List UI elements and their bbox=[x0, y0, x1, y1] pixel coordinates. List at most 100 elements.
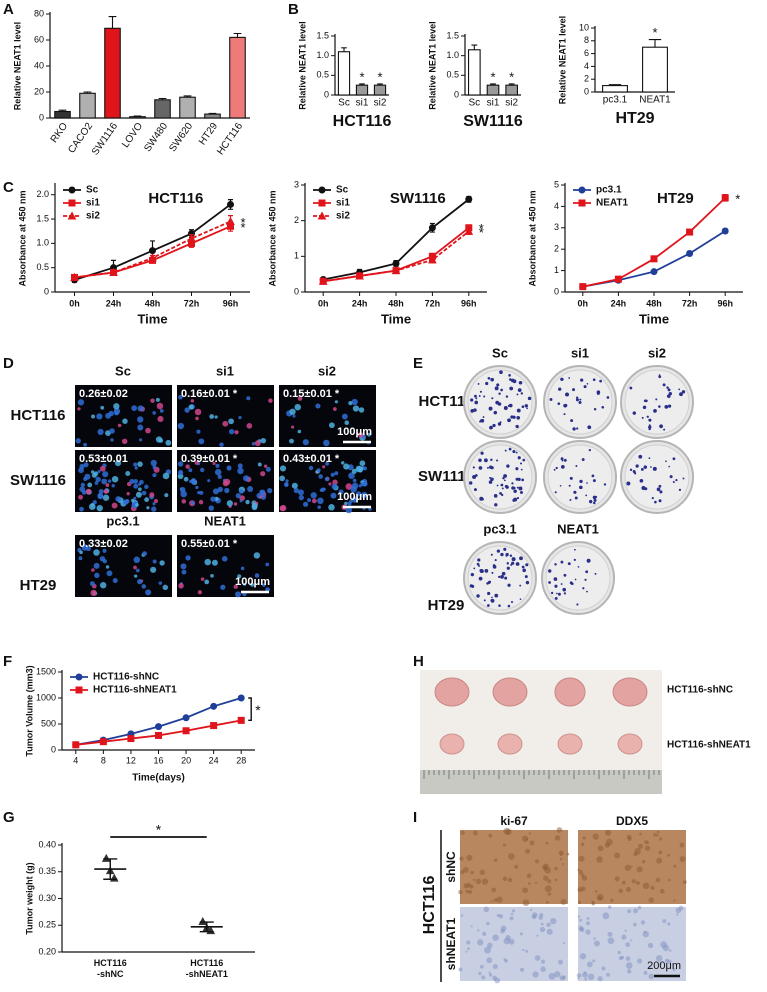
colony bbox=[567, 562, 571, 566]
colony bbox=[472, 466, 475, 469]
cell-nucleus bbox=[137, 405, 144, 412]
colony bbox=[678, 388, 681, 391]
marker bbox=[182, 714, 190, 722]
cell-nucleus bbox=[79, 506, 84, 512]
tissue-texture bbox=[673, 899, 676, 902]
colony bbox=[489, 425, 493, 430]
colony bbox=[569, 476, 573, 480]
colony bbox=[663, 428, 666, 431]
tissue-texture bbox=[475, 878, 482, 885]
x-axis-label: Time bbox=[137, 311, 167, 326]
cell-nucleus bbox=[204, 579, 210, 585]
cell-nucleus bbox=[348, 472, 355, 479]
colony bbox=[490, 477, 494, 481]
cell-nucleus bbox=[250, 582, 255, 587]
x-tick-label: 24h bbox=[106, 298, 122, 308]
tissue-texture bbox=[668, 949, 672, 952]
colony bbox=[586, 382, 589, 385]
colony bbox=[479, 419, 482, 422]
colony bbox=[650, 466, 652, 468]
tissue-texture bbox=[604, 842, 610, 848]
y-tick-label: 0.5 bbox=[316, 70, 329, 80]
y-tick-label: 0.30 bbox=[38, 893, 56, 903]
y-tick-label: 0 bbox=[294, 286, 299, 296]
colony bbox=[490, 553, 493, 556]
tissue-texture bbox=[458, 889, 463, 895]
colony bbox=[483, 395, 486, 398]
cell-nucleus bbox=[289, 408, 296, 415]
cell-nucleus bbox=[134, 574, 138, 578]
tissue-texture bbox=[525, 949, 529, 953]
scale-bar-label: 200μm bbox=[647, 960, 681, 972]
tissue-texture bbox=[462, 867, 469, 873]
tissue-texture bbox=[586, 916, 590, 920]
colony bbox=[486, 582, 489, 585]
error-bar bbox=[108, 16, 117, 29]
colony bbox=[503, 474, 507, 478]
colony bbox=[580, 378, 584, 382]
tissue-texture bbox=[482, 931, 487, 937]
marker bbox=[68, 199, 76, 207]
y-tick-label: 8 bbox=[584, 35, 589, 45]
cell-nucleus bbox=[152, 411, 156, 415]
tissue-texture bbox=[577, 900, 582, 905]
tissue-texture bbox=[624, 864, 632, 871]
error-bar bbox=[471, 44, 478, 50]
panel-label: G bbox=[3, 809, 15, 826]
tissue-texture bbox=[566, 852, 570, 856]
y-tick-label: 0 bbox=[454, 89, 459, 99]
cell-nucleus bbox=[183, 476, 189, 482]
colony bbox=[652, 466, 657, 471]
marker bbox=[67, 211, 77, 220]
tissue-texture bbox=[528, 882, 531, 885]
cell-nucleus bbox=[297, 396, 303, 401]
colony bbox=[522, 568, 526, 573]
colony bbox=[550, 591, 554, 595]
tissue-texture bbox=[624, 929, 627, 932]
cell-nucleus bbox=[111, 475, 119, 483]
tissue-texture bbox=[644, 840, 649, 845]
bar bbox=[204, 113, 221, 119]
cell-nucleus bbox=[133, 496, 137, 500]
tissue-texture bbox=[679, 856, 686, 863]
colony bbox=[494, 503, 498, 507]
row-label: SW1116 bbox=[418, 468, 474, 485]
colony bbox=[505, 552, 509, 557]
cell-nucleus bbox=[141, 490, 147, 496]
tissue-texture bbox=[554, 878, 558, 882]
colony bbox=[487, 591, 491, 596]
tissue-texture bbox=[467, 889, 473, 895]
marker bbox=[210, 702, 218, 710]
tissue-texture bbox=[554, 971, 561, 978]
tissue-texture bbox=[554, 866, 558, 871]
tissue-texture bbox=[578, 855, 585, 862]
bar bbox=[602, 85, 628, 93]
bar bbox=[505, 84, 519, 96]
tissue-texture bbox=[576, 973, 582, 978]
tissue-texture bbox=[459, 856, 464, 861]
colony bbox=[579, 398, 582, 401]
cell-nucleus bbox=[262, 583, 266, 587]
tumor bbox=[554, 677, 586, 707]
tissue-texture bbox=[492, 934, 499, 942]
cell-nucleus bbox=[207, 479, 211, 483]
micrograph bbox=[177, 385, 274, 447]
tissue-texture bbox=[508, 938, 515, 945]
cell-nucleus bbox=[125, 471, 131, 476]
colony bbox=[578, 400, 582, 405]
tissue-texture bbox=[579, 927, 585, 933]
bar bbox=[373, 84, 387, 96]
marker bbox=[355, 271, 364, 280]
x-tick-label: 24h bbox=[352, 298, 368, 308]
cell-nucleus bbox=[222, 480, 229, 487]
cell-nucleus bbox=[151, 506, 157, 512]
tissue-texture bbox=[479, 964, 484, 969]
marker bbox=[686, 228, 694, 236]
tissue-texture bbox=[587, 973, 595, 981]
marker bbox=[227, 200, 234, 208]
colony bbox=[644, 399, 648, 403]
colony bbox=[506, 562, 509, 565]
tissue-texture bbox=[607, 931, 613, 937]
cell-nucleus bbox=[99, 465, 106, 472]
cell-nucleus bbox=[79, 550, 83, 555]
